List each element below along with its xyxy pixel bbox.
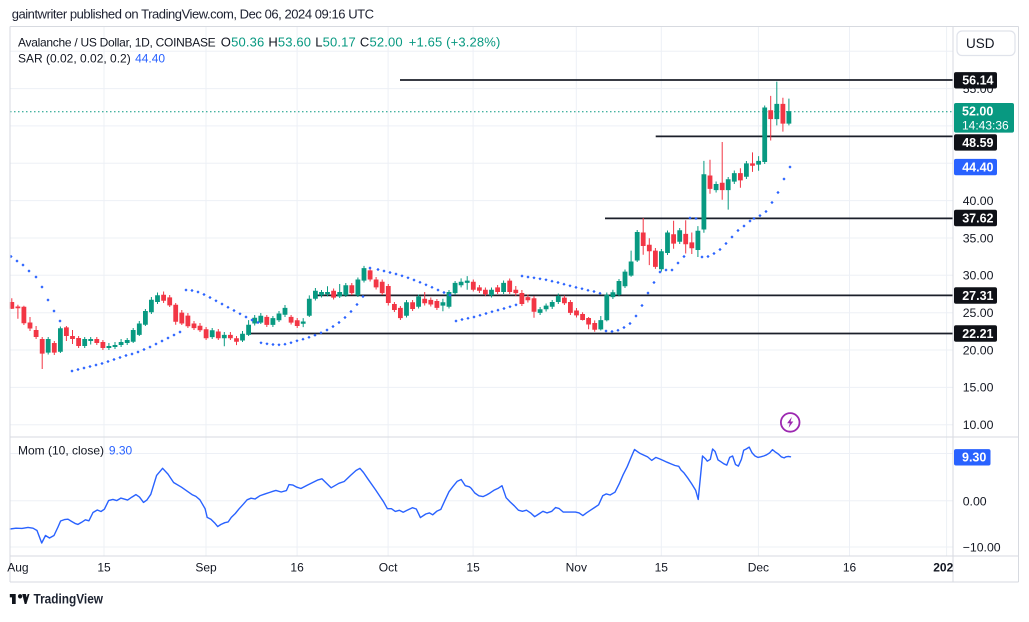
svg-text:27.31: 27.31 xyxy=(962,289,993,303)
svg-text:Avalanche / US Dollar, 1D, COI: Avalanche / US Dollar, 1D, COINBASE xyxy=(18,36,216,50)
svg-text:15: 15 xyxy=(97,561,111,575)
svg-text:52.00: 52.00 xyxy=(962,105,993,119)
svg-text:SAR (0.02, 0.02, 0.2) 44.40: SAR (0.02, 0.02, 0.2) 44.40 xyxy=(18,52,165,66)
svg-text:15: 15 xyxy=(466,561,480,575)
svg-text:2025: 2025 xyxy=(933,561,960,575)
svg-text:16: 16 xyxy=(290,561,304,575)
svg-text:25.00: 25.00 xyxy=(963,306,994,320)
svg-text:35.00: 35.00 xyxy=(963,231,994,245)
svg-text:14:43:36: 14:43:36 xyxy=(962,118,1009,132)
svg-text:44.40: 44.40 xyxy=(962,161,993,175)
svg-text:Dec: Dec xyxy=(748,561,769,575)
svg-text:16: 16 xyxy=(843,561,857,575)
svg-text:15.00: 15.00 xyxy=(963,381,994,395)
svg-text:USD: USD xyxy=(966,36,995,51)
svg-text:Oct: Oct xyxy=(379,561,398,575)
svg-text:Aug: Aug xyxy=(7,561,28,575)
svg-text:30.00: 30.00 xyxy=(963,269,994,283)
svg-text:48.59: 48.59 xyxy=(962,136,993,150)
svg-text:15: 15 xyxy=(655,561,669,575)
svg-text:Sep: Sep xyxy=(195,561,217,575)
svg-text:56.14: 56.14 xyxy=(962,74,993,88)
svg-text:20.00: 20.00 xyxy=(963,343,994,357)
svg-text:10.00: 10.00 xyxy=(963,418,994,432)
svg-text:Nov: Nov xyxy=(566,561,587,575)
svg-text:gaintwriter published on Tradi: gaintwriter published on TradingView.com… xyxy=(12,7,374,22)
svg-text:Mom (10, close) 9.30: Mom (10, close) 9.30 xyxy=(18,444,133,458)
svg-text:37.62: 37.62 xyxy=(962,211,993,225)
svg-text:TradingView: TradingView xyxy=(34,590,104,606)
svg-text:−10.00: −10.00 xyxy=(963,541,1001,555)
svg-text:22.21: 22.21 xyxy=(962,327,993,341)
svg-text:9.30: 9.30 xyxy=(962,451,986,465)
svg-text:0.00: 0.00 xyxy=(963,494,987,508)
svg-text:40.00: 40.00 xyxy=(963,194,994,208)
